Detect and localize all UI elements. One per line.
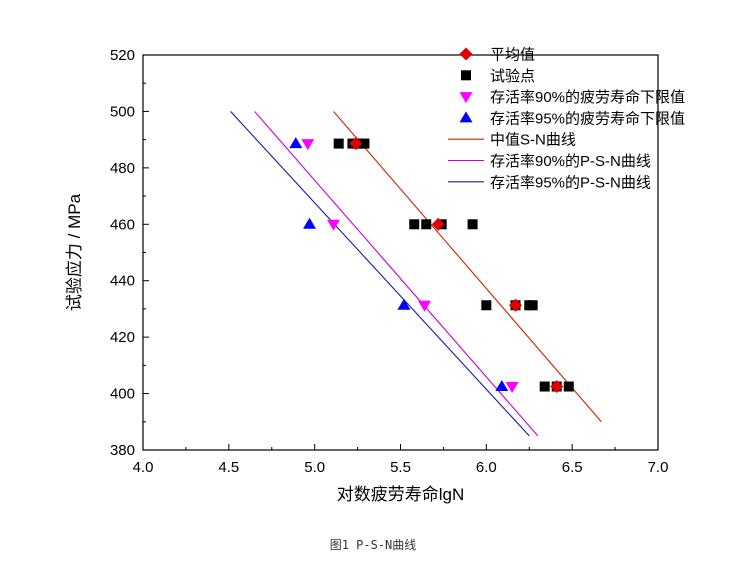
y-tick-label: 380	[110, 442, 135, 459]
data-point-diamond	[509, 298, 523, 312]
data-point-square	[481, 300, 492, 311]
x-axis-title: 对数疲劳寿命lgN	[337, 485, 465, 504]
x-tick-label: 4.0	[133, 459, 154, 476]
legend-swatch-square	[461, 70, 471, 81]
y-tick-label: 400	[110, 386, 135, 403]
x-tick-label: 4.5	[218, 459, 239, 476]
data-point-triangle-up	[495, 380, 509, 392]
figure-caption: 图1 P-S-N曲线	[329, 538, 417, 552]
series-line	[333, 111, 602, 423]
legend: 平均值试验点存活率90%的疲劳寿命下限值存活率95%的疲劳寿命下限值中值S-N曲…	[448, 47, 685, 191]
data-markers	[289, 137, 574, 394]
data-point-triangle-up	[397, 298, 411, 310]
data-point-square	[421, 219, 432, 230]
data-point-square	[527, 300, 538, 311]
series-line	[254, 111, 539, 437]
legend-label: 试验点	[490, 68, 535, 85]
y-tick-label: 480	[110, 160, 135, 177]
data-point-diamond	[349, 137, 363, 151]
y-tick-label: 420	[110, 329, 135, 346]
data-point-square	[409, 219, 420, 230]
x-tick-label: 6.0	[476, 459, 497, 476]
y-tick-label: 440	[110, 273, 135, 290]
data-point-triangle-down	[505, 382, 519, 394]
legend-label: 存活率95%的疲劳寿命下限值	[490, 109, 685, 127]
data-point-square	[563, 381, 574, 392]
data-point-square	[333, 138, 344, 149]
y-tick-label: 500	[110, 103, 135, 120]
x-tick-label: 5.5	[390, 459, 411, 476]
legend-label: 平均值	[490, 47, 535, 64]
legend-label: 中值S-N曲线	[490, 132, 576, 149]
data-point-square	[467, 219, 478, 230]
series-line	[230, 111, 530, 437]
data-point-diamond	[431, 217, 445, 231]
legend-swatch-diamond	[459, 47, 473, 61]
legend-swatch-triangle-down	[459, 92, 473, 104]
x-tick-label: 6.5	[562, 459, 583, 476]
data-point-square	[539, 381, 550, 392]
legend-swatch-triangle-up	[459, 111, 473, 123]
data-point-triangle-down	[301, 139, 315, 151]
legend-label: 存活率95%的P-S-N曲线	[490, 174, 651, 191]
y-axis-title: 试验应力 / MPa	[65, 193, 84, 311]
psn-chart: 4.0 4.5 5.0 5.5 6.0 6.5 7.0 380 400 420 440 460 480 5…	[65, 47, 685, 505]
legend-label: 存活率90%的P-S-N曲线	[490, 153, 651, 170]
axes: 4.0 4.5 5.0 5.5 6.0 6.5 7.0 380 400 420 440 460 480 5…	[110, 47, 668, 476]
y-tick-label: 460	[110, 216, 135, 233]
data-point-triangle-down	[327, 219, 341, 231]
data-point-square	[359, 138, 370, 149]
data-point-triangle-up	[289, 137, 303, 149]
legend-label: 存活率90%的疲劳寿命下限值	[490, 88, 685, 106]
y-tick-label: 520	[110, 47, 135, 64]
x-tick-label: 7.0	[648, 459, 669, 476]
x-tick-label: 5.0	[304, 459, 325, 476]
data-point-triangle-down	[418, 300, 432, 312]
curve-lines	[230, 111, 602, 437]
data-point-triangle-up	[303, 217, 317, 229]
data-point-diamond	[550, 380, 564, 394]
